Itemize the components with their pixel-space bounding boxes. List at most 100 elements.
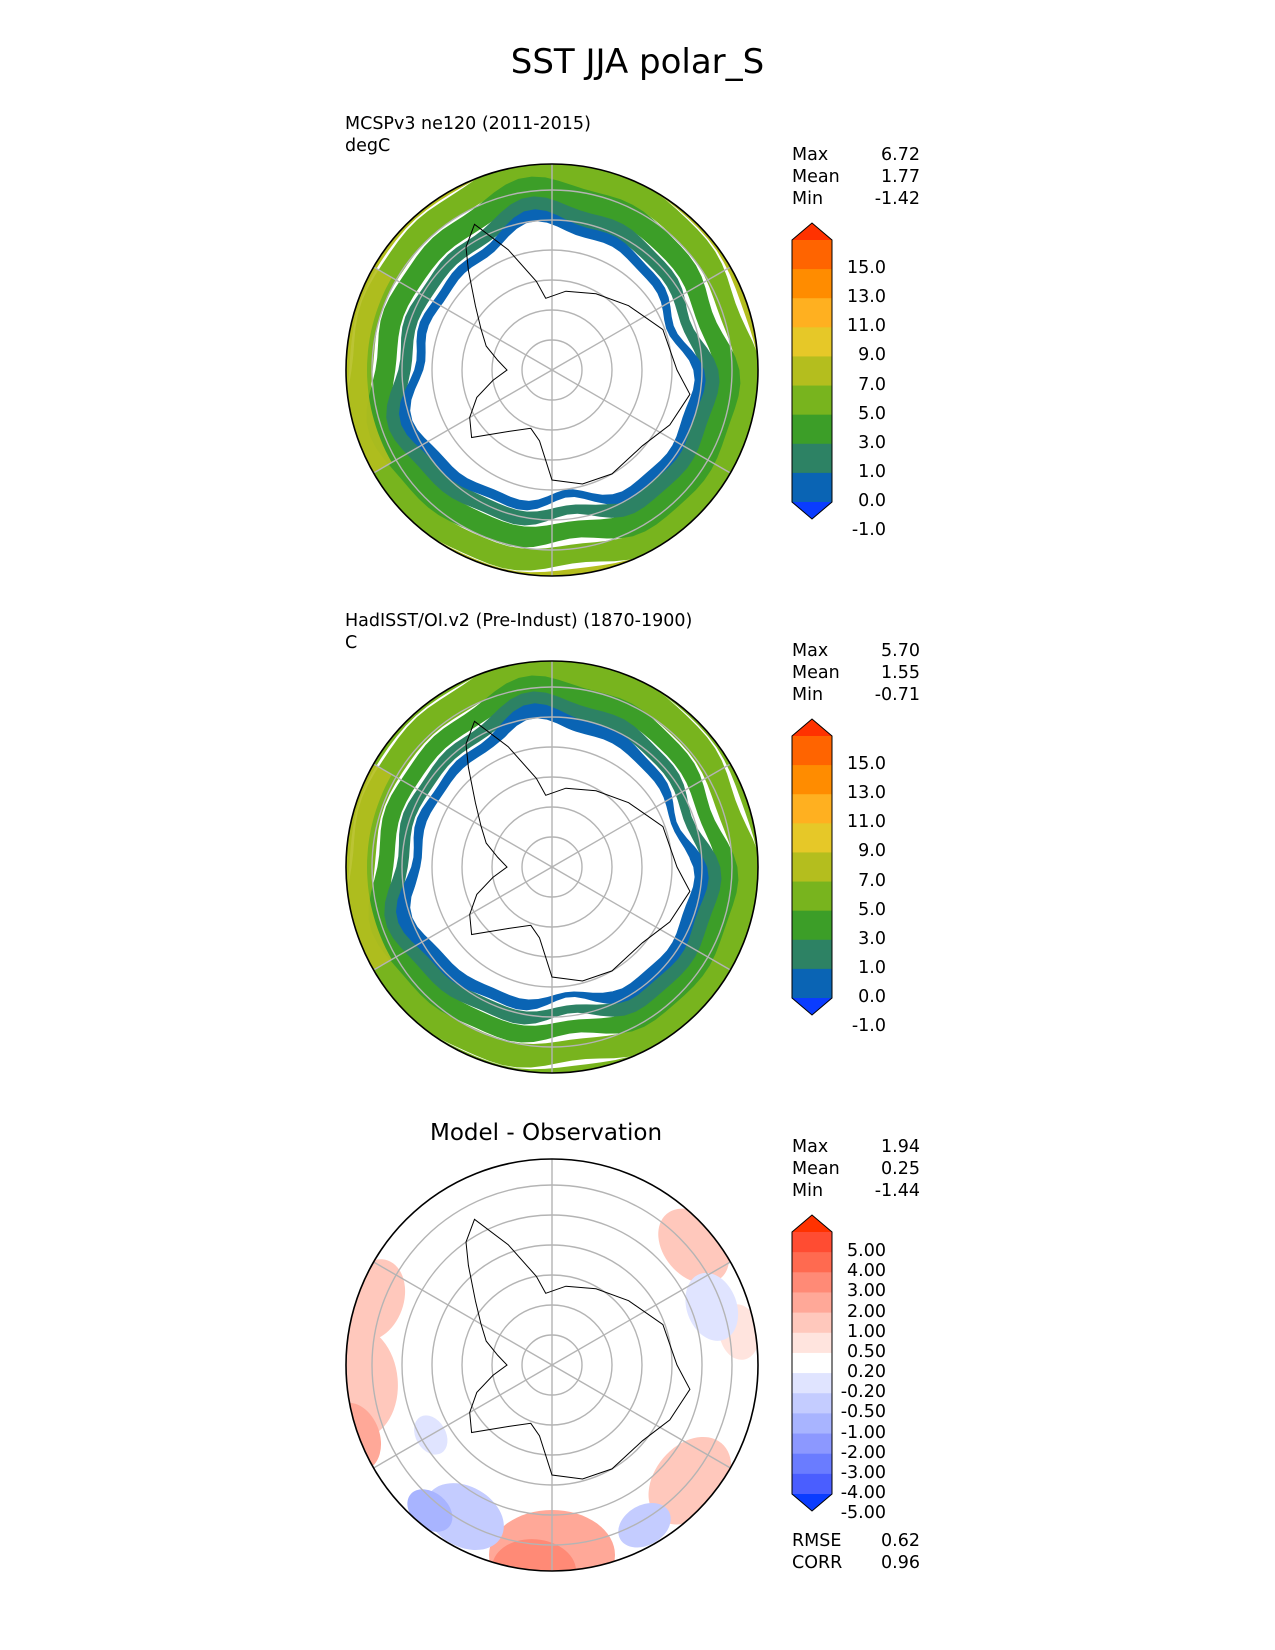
antarctica-coastline <box>465 223 691 485</box>
diff-colorbar-ticks: 5.00 4.00 3.00 2.00 1.00 0.50 0.20 -0.20 -0.50 -1… <box>838 1214 886 1523</box>
antarctica-coastline <box>465 1218 691 1480</box>
stat-label: Mean <box>792 663 840 683</box>
diff-panel-title: Model - Observation <box>430 1120 663 1146</box>
colorbar-tick-label: 0.50 <box>847 1341 886 1362</box>
colorbar-tick-label: 1.0 <box>858 957 886 978</box>
longitude-line <box>551 266 731 371</box>
stat-label: Mean <box>792 1159 840 1179</box>
colorbar-extend-bottom <box>792 502 832 519</box>
obs-stats: Max 5.70 Mean 1.55 Min -0.71 <box>792 640 920 706</box>
colorbar-segment <box>792 794 832 824</box>
colorbar-segment <box>792 823 832 853</box>
diff-polar-map <box>345 1158 759 1572</box>
colorbar-tick-label: 13.0 <box>847 783 886 804</box>
stat-value: 1.77 <box>881 167 920 187</box>
colorbar-tick-label: -5.00 <box>840 1503 886 1524</box>
stat-mean-row: Mean 0.25 <box>792 1158 920 1180</box>
stat-value: 1.94 <box>881 1137 920 1157</box>
colorbar-segment <box>792 472 832 503</box>
colorbar-tick-label: 15.0 <box>847 258 886 279</box>
colorbar-segment <box>792 910 832 941</box>
stat-max-row: Max 1.94 <box>792 1136 920 1158</box>
stat-value: -1.44 <box>874 1181 920 1201</box>
colorbar-segment <box>792 765 832 795</box>
metric-value: 0.62 <box>881 1531 920 1551</box>
obs-polar-map <box>345 660 759 1074</box>
obs-label-line1: HadISST/OI.v2 (Pre-Indust) (1870-1900) <box>345 611 693 631</box>
model-polar-map <box>345 163 759 577</box>
colorbar-tick-label: 3.0 <box>858 928 886 949</box>
diff-anomaly-blob <box>425 1483 504 1550</box>
diff-metrics: RMSE 0.62 CORR 0.96 <box>792 1530 920 1574</box>
colorbar-tick-label: -0.20 <box>840 1382 886 1403</box>
longitude-line <box>373 1364 553 1469</box>
graticule <box>371 164 733 576</box>
longitude-line <box>373 1261 553 1366</box>
stat-value: -1.42 <box>874 189 920 209</box>
colorbar-segment <box>792 939 832 970</box>
stat-value: -0.71 <box>874 685 920 705</box>
colorbar-segment <box>792 240 832 270</box>
colorbar-tick-label: -1.0 <box>851 520 886 541</box>
antarctica-coastline <box>465 720 691 982</box>
colorbar-segment <box>792 1292 832 1314</box>
colorbar-segment <box>792 1453 832 1475</box>
stat-mean-row: Mean 1.55 <box>792 662 920 684</box>
colorbar-tick-label: 5.00 <box>847 1241 886 1262</box>
longitude-line <box>551 369 731 474</box>
colorbar-tick-label: 5.0 <box>858 403 886 424</box>
colorbar-tick-label: 0.0 <box>858 491 886 511</box>
model-label-line1: MCSPv3 ne120 (2011-2015) <box>345 114 591 134</box>
colorbar-segment <box>792 443 832 474</box>
map-frame <box>345 1158 759 1572</box>
longitude-line <box>373 763 553 868</box>
colorbar-tick-label: 3.00 <box>847 1281 886 1302</box>
colorbar-segment <box>792 414 832 445</box>
sst-warm-patch <box>346 752 392 982</box>
model-panel-label: MCSPv3 ne120 (2011-2015) degC <box>345 113 591 157</box>
model-colorbar <box>791 222 833 520</box>
colorbar-segment <box>792 1232 832 1253</box>
metric-label: RMSE <box>792 1531 842 1551</box>
colorbar-tick-label: 4.00 <box>847 1261 886 1282</box>
longitude-line <box>551 763 731 868</box>
sst-field <box>346 164 758 576</box>
metric-corr-row: CORR 0.96 <box>792 1552 920 1574</box>
longitude-line <box>551 1364 731 1469</box>
figure-title: SST JJA polar_S <box>510 42 765 82</box>
colorbar-outline <box>791 222 833 520</box>
metric-label: CORR <box>792 1553 843 1573</box>
colorbar-segment <box>792 736 832 766</box>
longitude-line <box>373 266 553 371</box>
stat-value: 6.72 <box>881 145 920 165</box>
graticule <box>371 1159 733 1571</box>
colorbar-tick-label: -1.00 <box>840 1422 886 1443</box>
colorbar-tick-label: -0.50 <box>840 1402 886 1423</box>
colorbar-segment <box>792 327 832 357</box>
sst-field <box>346 661 758 1073</box>
sst-warm-patch <box>346 255 392 485</box>
diff-colorbar <box>791 1214 833 1512</box>
colorbar-segment <box>792 269 832 299</box>
colorbar-tick-label: 11.0 <box>847 812 886 833</box>
colorbar-tick-label: 7.0 <box>858 374 886 395</box>
colorbar-tick-label: -1.0 <box>851 1016 886 1037</box>
colorbar-tick-label: 7.0 <box>858 870 886 891</box>
stat-label: Max <box>792 145 829 165</box>
colorbar-tick-label: 1.0 <box>858 461 886 482</box>
colorbar-tick-label: 3.0 <box>858 432 886 453</box>
colorbar-tick-label: 2.00 <box>847 1301 886 1322</box>
colorbar-extend-top <box>792 719 832 736</box>
stat-label: Mean <box>792 167 840 187</box>
colorbar-segment <box>792 1473 832 1495</box>
model-label-unit: degC <box>345 136 391 156</box>
colorbar-tick-label: 9.0 <box>858 841 886 862</box>
colorbar-tick-label: 15.0 <box>847 754 886 775</box>
stat-label: Max <box>792 1137 829 1157</box>
obs-colorbar <box>791 718 833 1016</box>
stat-mean-row: Mean 1.77 <box>792 166 920 188</box>
obs-panel-label: HadISST/OI.v2 (Pre-Indust) (1870-1900) C <box>345 610 692 654</box>
stat-label: Min <box>792 189 824 209</box>
colorbar-segment <box>792 1252 832 1273</box>
model-colorbar-ticks: 15.0 13.0 11.0 9.0 7.0 5.0 3.0 1.0 0.0 -1.0 <box>838 222 886 540</box>
